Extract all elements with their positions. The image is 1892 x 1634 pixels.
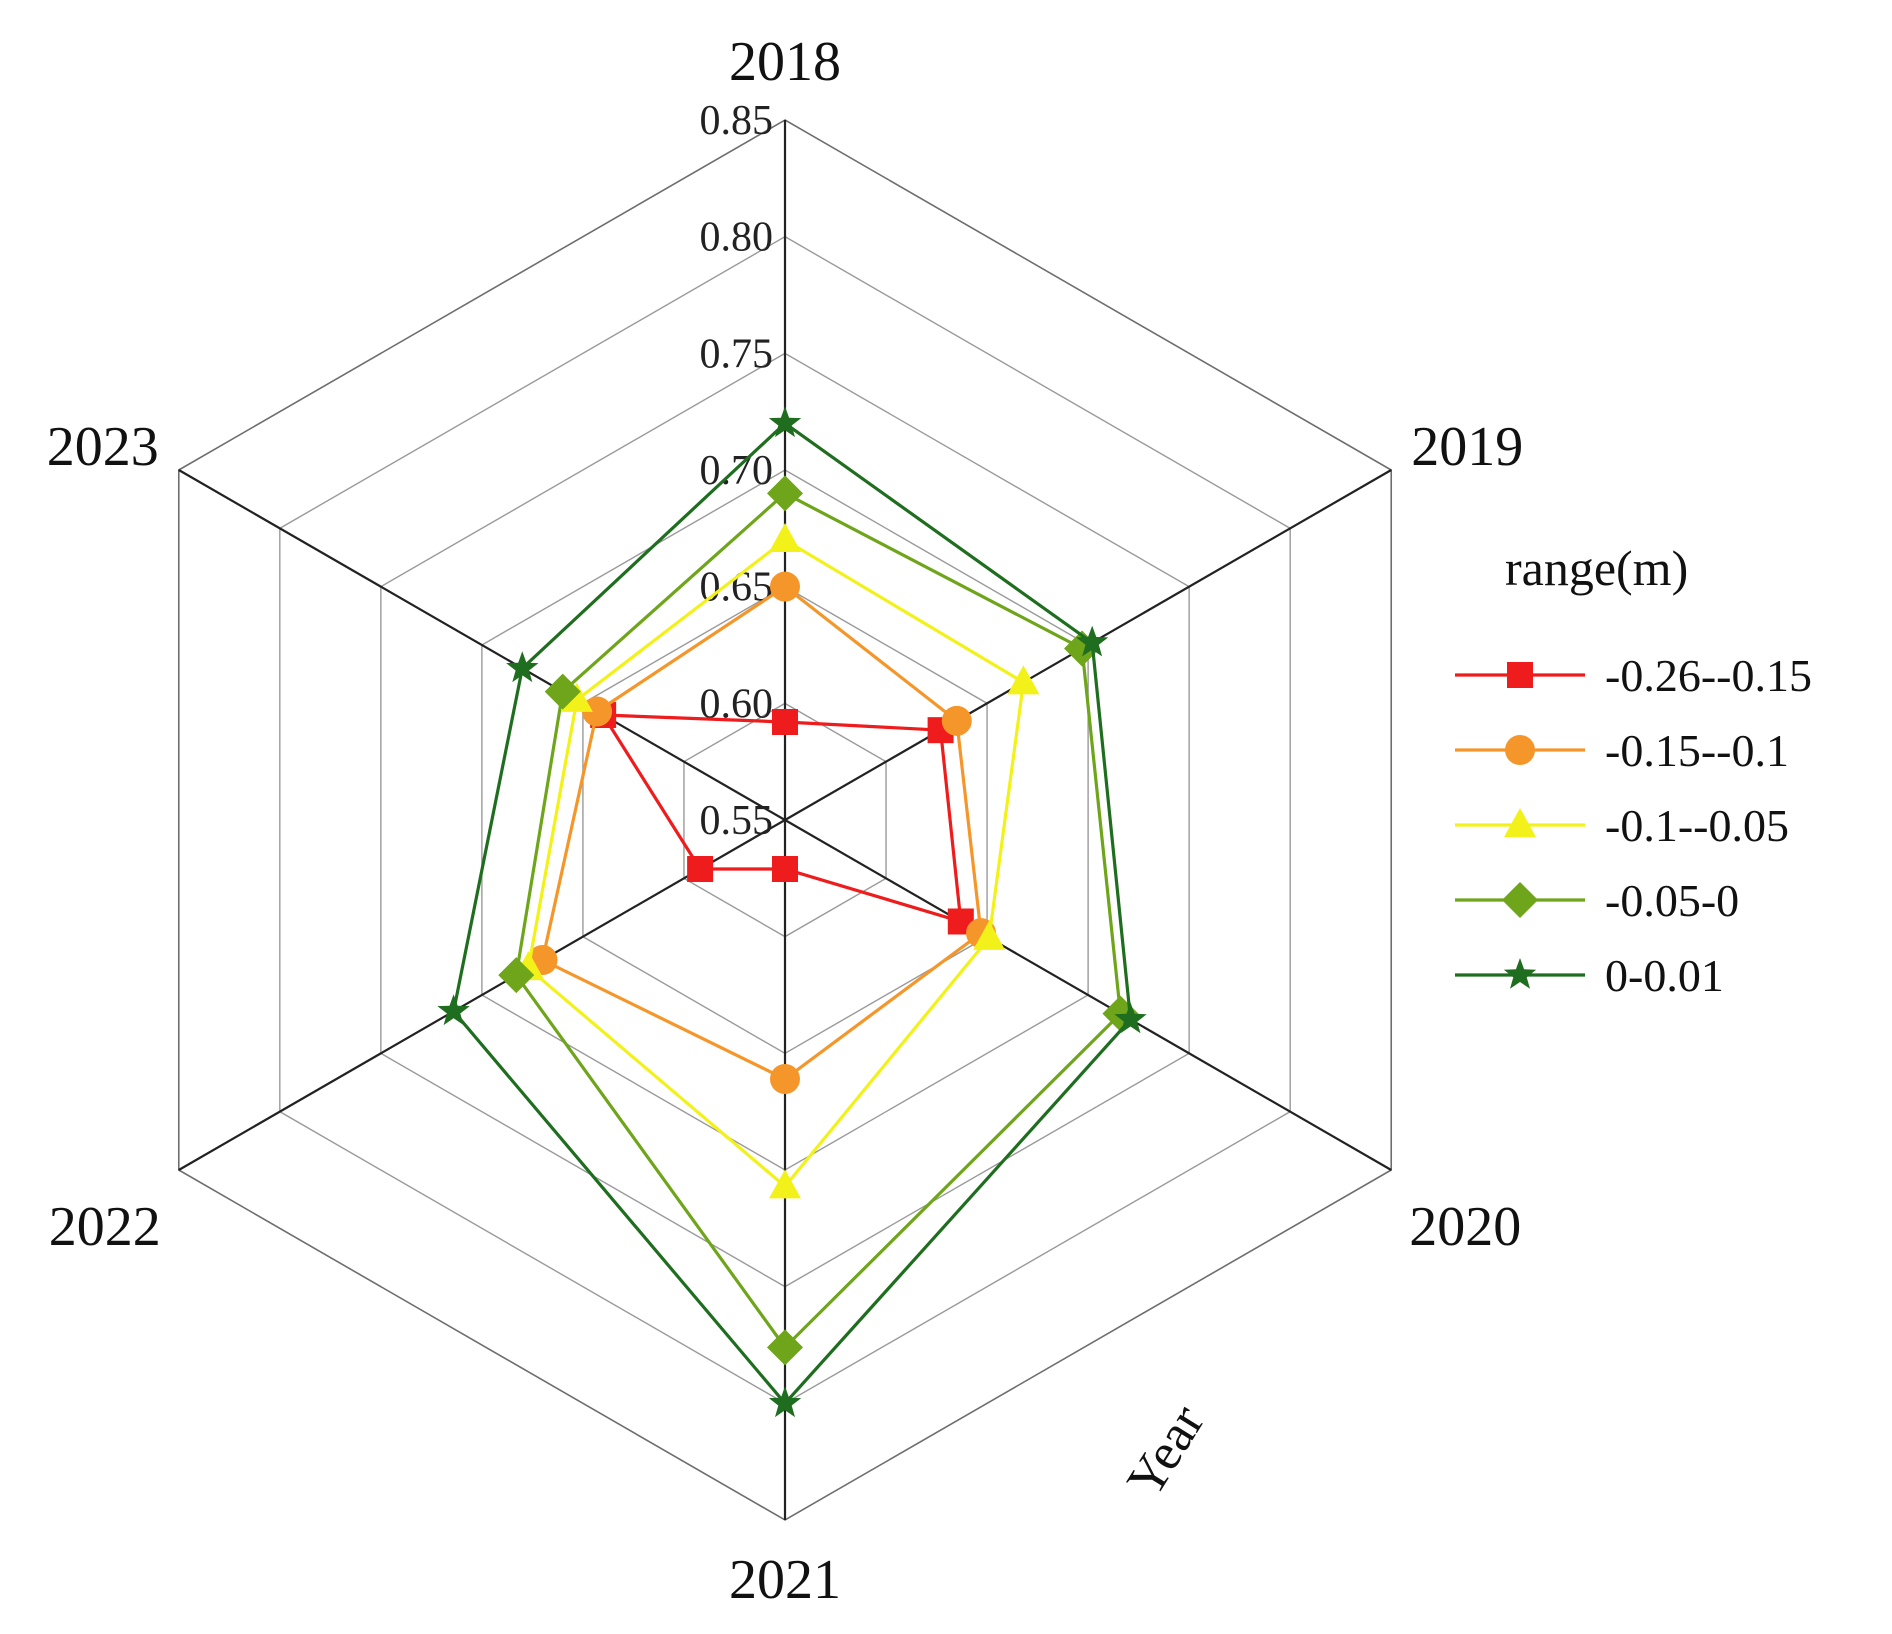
legend-item: -0.1--0.05 — [1455, 800, 1789, 851]
data-point — [769, 1169, 801, 1199]
legend-marker — [1504, 808, 1536, 837]
legend-item: 0-0.01 — [1455, 950, 1724, 1001]
legend-marker — [1502, 882, 1538, 918]
data-point — [767, 475, 803, 512]
series-4 — [437, 406, 1147, 1418]
data-point — [768, 1386, 802, 1418]
legend-marker — [1505, 735, 1535, 765]
radial-tick-label: 0.80 — [700, 215, 774, 261]
data-point — [1076, 625, 1109, 657]
series-line — [451, 421, 1133, 1406]
category-label-2020: 2020 — [1409, 1196, 1521, 1258]
legend-label: 0-0.01 — [1605, 950, 1724, 1001]
legend-marker — [1507, 662, 1533, 688]
data-point — [437, 994, 470, 1026]
category-label-2018: 2018 — [729, 31, 841, 93]
radial-tick-label: 0.55 — [700, 798, 774, 844]
data-point — [770, 571, 800, 602]
radial-tick-label: 0.70 — [700, 448, 774, 494]
legend: range(m) -0.26--0.15 -0.15--0.1 -0.1--0.05 -… — [1455, 540, 1812, 1001]
legend-label: -0.1--0.05 — [1605, 800, 1789, 851]
legend-label: -0.15--0.1 — [1605, 725, 1789, 776]
legend-marker — [1503, 958, 1537, 989]
radial-tick-label: 0.75 — [700, 331, 774, 377]
spokes — [178, 120, 1392, 1520]
data-point — [544, 673, 581, 710]
category-label-2023: 2023 — [47, 416, 159, 478]
legend-item: -0.05-0 — [1455, 875, 1739, 926]
series-3 — [498, 475, 1139, 1366]
series-line — [514, 491, 1123, 1350]
legend-item: -0.26--0.15 — [1455, 650, 1812, 701]
data-point — [772, 709, 798, 735]
category-label-2019: 2019 — [1411, 416, 1523, 478]
data-point — [506, 651, 539, 683]
series-2 — [512, 523, 1040, 1199]
radial-tick-labels: 0.550.600.650.700.750.800.85 — [700, 98, 774, 844]
category-axis-labels: 2018 2019 2020 2021 2022 2023 — [47, 31, 1523, 1611]
series-1 — [527, 571, 997, 1094]
category-label-2022: 2022 — [49, 1196, 161, 1258]
data-point — [582, 696, 613, 727]
legend-item: -0.15--0.1 — [1455, 725, 1789, 776]
data-point — [973, 920, 1006, 950]
data-point — [560, 682, 593, 712]
axis-title: Year — [1116, 1396, 1215, 1507]
data-point — [769, 523, 801, 552]
data-point — [1114, 1002, 1147, 1034]
data-point — [772, 856, 798, 882]
spoke-2022 — [178, 819, 786, 1171]
data-point — [1007, 665, 1040, 695]
series — [437, 406, 1147, 1418]
data-point — [768, 406, 802, 438]
data-point — [687, 856, 714, 882]
legend-label: -0.26--0.15 — [1605, 650, 1812, 701]
spoke-2023 — [178, 469, 786, 821]
data-point — [770, 1064, 800, 1094]
data-point — [498, 957, 535, 994]
data-point — [767, 1329, 803, 1366]
data-point — [941, 705, 972, 736]
radial-tick-label: 0.85 — [700, 98, 774, 144]
legend-title: range(m) — [1505, 540, 1688, 596]
legend-label: -0.05-0 — [1605, 875, 1739, 926]
spoke-2020 — [784, 819, 1392, 1171]
category-label-2021: 2021 — [729, 1549, 841, 1611]
